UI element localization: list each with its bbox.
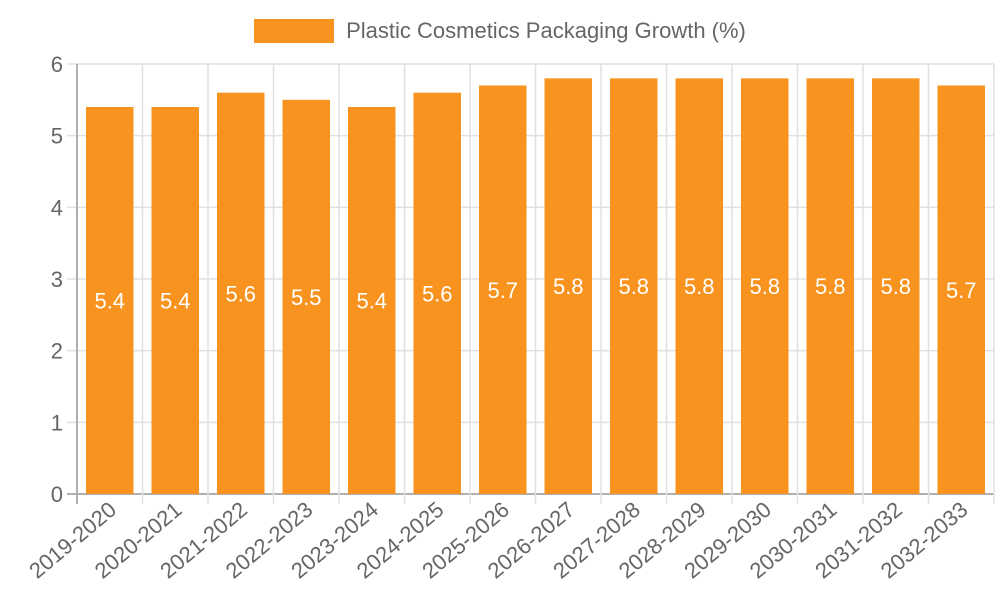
bar-value-label: 5.5 bbox=[291, 285, 322, 310]
bar-value-label: 5.4 bbox=[160, 289, 191, 314]
y-tick-label: 4 bbox=[51, 195, 63, 220]
bar-value-label: 5.7 bbox=[946, 278, 977, 303]
bar-value-label: 5.6 bbox=[225, 281, 256, 306]
legend-label[interactable]: Plastic Cosmetics Packaging Growth (%) bbox=[346, 18, 746, 43]
bar-value-label: 5.7 bbox=[487, 278, 518, 303]
bar-value-label: 5.8 bbox=[553, 274, 584, 299]
bar-value-label: 5.8 bbox=[618, 274, 649, 299]
bar-value-label: 5.6 bbox=[422, 281, 453, 306]
bar-value-label: 5.4 bbox=[94, 289, 125, 314]
bar[interactable] bbox=[741, 78, 789, 494]
bar[interactable] bbox=[872, 78, 920, 494]
bar[interactable] bbox=[806, 78, 855, 494]
bars: 5.4 5.4 5.6 5.5 5.4 5.6 5.7 5.8 5.8 5.8 5.8 5.8 5.8 5… bbox=[86, 78, 986, 495]
bar[interactable] bbox=[675, 78, 724, 494]
bar[interactable] bbox=[544, 78, 593, 494]
legend-swatch[interactable] bbox=[254, 19, 335, 43]
bar-value-label: 5.8 bbox=[749, 274, 780, 299]
chart-legend: Plastic Cosmetics Packaging Growth (%) bbox=[0, 18, 1000, 44]
y-tick-label: 3 bbox=[51, 267, 63, 292]
y-tick-label: 2 bbox=[51, 339, 63, 364]
x-axis-labels: 2019-20202020-20212021-20222022-20232023… bbox=[24, 497, 972, 584]
bar-value-label: 5.8 bbox=[815, 274, 846, 299]
bar[interactable] bbox=[151, 107, 200, 494]
bar[interactable] bbox=[937, 85, 986, 495]
bar[interactable] bbox=[413, 92, 462, 495]
bar-value-label: 5.8 bbox=[880, 274, 911, 299]
gridlines bbox=[67, 63, 995, 504]
bar[interactable] bbox=[479, 85, 527, 495]
bar-value-label: 5.4 bbox=[356, 289, 387, 314]
y-tick-label: 0 bbox=[51, 482, 63, 507]
y-tick-label: 1 bbox=[51, 410, 63, 435]
bar-value-label: 5.8 bbox=[684, 274, 715, 299]
bar[interactable] bbox=[282, 99, 331, 494]
bar[interactable] bbox=[86, 107, 134, 494]
bar[interactable] bbox=[610, 78, 658, 494]
bar[interactable] bbox=[348, 107, 396, 494]
bar[interactable] bbox=[217, 92, 265, 495]
y-tick-label: 6 bbox=[51, 52, 63, 77]
y-tick-label: 5 bbox=[51, 124, 63, 149]
